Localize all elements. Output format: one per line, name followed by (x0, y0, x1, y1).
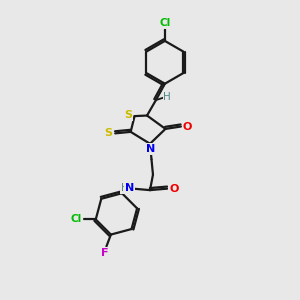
Text: N: N (146, 144, 155, 154)
Text: O: O (183, 122, 192, 131)
Text: H: H (121, 183, 128, 193)
Text: F: F (101, 248, 109, 258)
Text: Cl: Cl (71, 214, 82, 224)
Text: S: S (105, 128, 113, 138)
Text: N: N (124, 183, 134, 193)
Text: S: S (124, 110, 132, 120)
Text: Cl: Cl (159, 18, 170, 28)
Text: O: O (169, 184, 178, 194)
Text: H: H (164, 92, 171, 101)
